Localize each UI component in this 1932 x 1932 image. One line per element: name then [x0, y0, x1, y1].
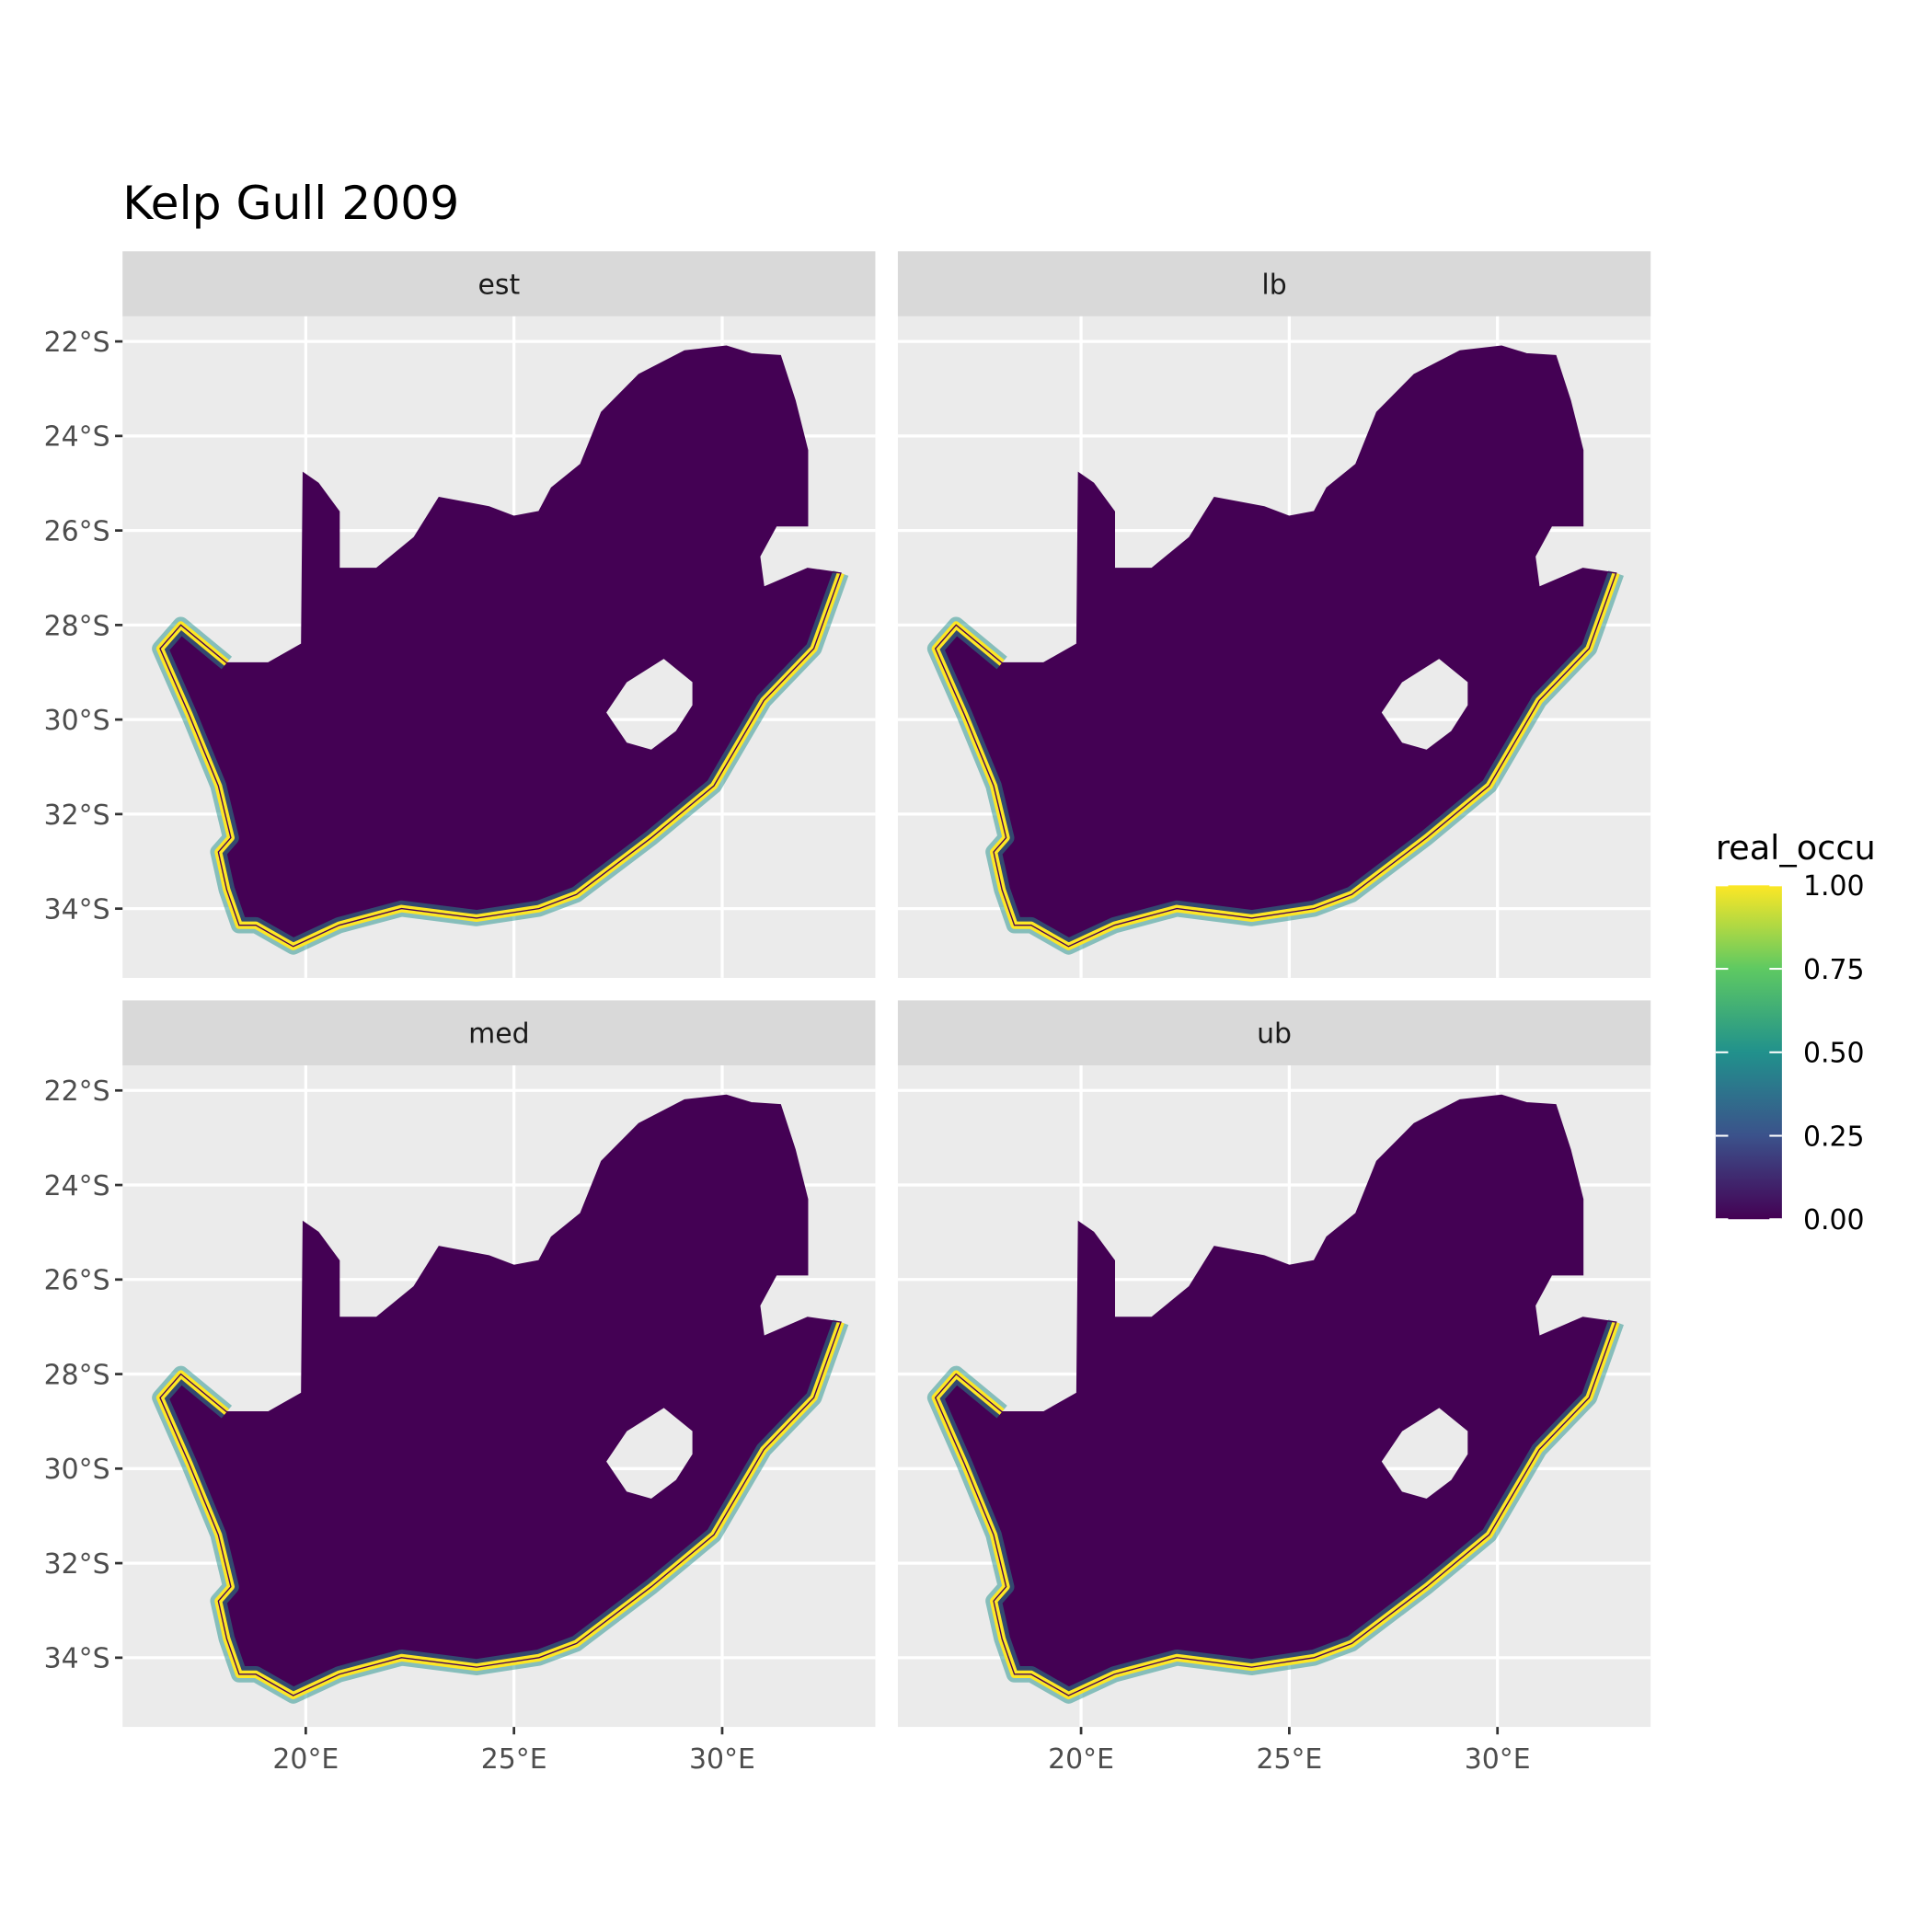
y-tick-label: 22°S — [44, 327, 110, 359]
y-tick-label: 22°S — [44, 1075, 110, 1108]
x-tick-label: 25°E — [481, 1743, 547, 1776]
x-tick-label: 20°E — [272, 1743, 339, 1776]
facet-panel-ub: ub 20°E 25°E 30°E — [897, 1000, 1651, 1776]
country-outline — [159, 345, 842, 948]
facet-strip — [122, 251, 876, 316]
country-outline — [159, 1094, 842, 1696]
facet-label: lb — [1261, 269, 1286, 301]
country-outline — [934, 1094, 1617, 1696]
chart-title: Kelp Gull 2009 — [122, 176, 459, 230]
country-outline — [934, 345, 1617, 948]
y-tick-label: 26°S — [44, 516, 110, 548]
y-tick-label: 24°S — [44, 421, 110, 454]
y-tick-label: 32°S — [44, 1548, 110, 1581]
legend-tick-label: 0.00 — [1803, 1204, 1865, 1236]
facet-panel-lb: lb — [897, 251, 1651, 978]
x-tick-label: 20°E — [1048, 1743, 1114, 1776]
facet-label: est — [477, 269, 520, 301]
y-tick-label: 34°S — [44, 1643, 110, 1675]
legend-title: real_occu — [1716, 828, 1876, 868]
y-tick-label: 34°S — [44, 894, 110, 926]
y-tick-label: 28°S — [44, 610, 110, 642]
occupancy-raster-interior — [935, 346, 1616, 947]
x-tick-label: 30°E — [689, 1743, 755, 1776]
facet-label: med — [468, 1018, 529, 1051]
y-tick-label: 30°S — [44, 1454, 110, 1486]
y-tick-label: 26°S — [44, 1265, 110, 1297]
y-tick-label: 32°S — [44, 799, 110, 832]
occupancy-raster-interior — [159, 346, 841, 947]
x-tick-label: 25°E — [1256, 1743, 1322, 1776]
legend-tick-label: 1.00 — [1803, 870, 1865, 903]
facet-panel-med: med 22°S 24°S 26°S 28°S 30°S 32°S 34°S 20°E 25°E 3… — [44, 1000, 876, 1776]
legend-tick-label: 0.75 — [1803, 954, 1865, 986]
y-tick-label: 30°S — [44, 705, 110, 737]
y-tick-label: 28°S — [44, 1359, 110, 1391]
y-tick-label: 24°S — [44, 1170, 110, 1202]
facet-strip — [897, 251, 1651, 316]
occupancy-raster-interior — [935, 1095, 1616, 1696]
legend-tick-label: 0.25 — [1803, 1121, 1865, 1153]
legend: real_occu 1.00 0.75 0.50 0.25 0.00 — [1715, 828, 1876, 1236]
facet-panel-est: est 22°S 24°S 26°S 28°S 30°S 32°S 34°S — [44, 251, 876, 978]
facet-strip — [122, 1000, 876, 1066]
x-tick-label: 30°E — [1465, 1743, 1531, 1776]
occupancy-raster-interior — [159, 1095, 841, 1696]
facet-strip — [897, 1000, 1651, 1066]
facet-label: ub — [1257, 1018, 1292, 1051]
legend-tick-label: 0.50 — [1803, 1038, 1865, 1070]
